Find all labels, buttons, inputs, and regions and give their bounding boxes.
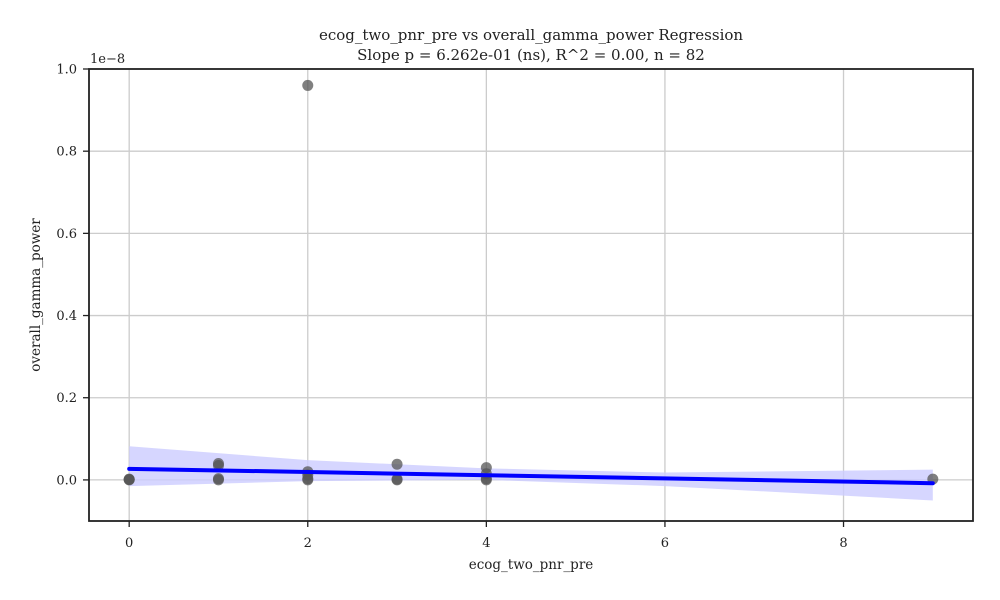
scatter-points: [123, 79, 939, 486]
y-tick-label: 0.2: [56, 391, 77, 406]
y-tick-label: 1.0: [56, 63, 77, 78]
scatter-point: [302, 473, 314, 485]
y-tick-label: 0.6: [56, 227, 77, 242]
scatter-point: [212, 460, 224, 472]
confidence-band: [129, 446, 933, 501]
regression-line-layer: [127, 466, 935, 486]
x-axis-label: ecog_two_pnr_pre: [469, 557, 594, 573]
x-tick-label: 6: [661, 536, 669, 551]
scatter-point: [123, 473, 135, 485]
confidence-band-layer: [129, 446, 933, 501]
plot-frame: [88, 68, 974, 522]
scatter-point: [302, 79, 314, 91]
chart-subtitle: Slope p = 6.262e-01 (ns), R^2 = 0.00, n …: [357, 46, 705, 64]
y-tick-label: 0.0: [56, 473, 77, 488]
grid-lines: [89, 68, 973, 521]
x-tick-label: 8: [839, 536, 847, 551]
x-tick-label: 2: [304, 536, 312, 551]
regression-line: [127, 466, 935, 486]
x-tick-label: 0: [125, 536, 133, 551]
y-axis-label: overall_gamma_power: [28, 218, 44, 372]
scatter-point: [212, 473, 224, 485]
scatter-point: [391, 473, 403, 485]
chart-title: ecog_two_pnr_pre vs overall_gamma_power …: [319, 26, 743, 44]
y-tick-label: 0.4: [56, 309, 77, 324]
y-offset-label: 1e−8: [90, 52, 125, 67]
scatter-point: [391, 458, 403, 470]
y-tick-label: 0.8: [56, 145, 77, 160]
axis-ticks: 0 2 4 6 8 0.0 0.2 0.4 0.6 0.8 1.0: [56, 63, 847, 552]
x-tick-label: 4: [482, 536, 490, 551]
